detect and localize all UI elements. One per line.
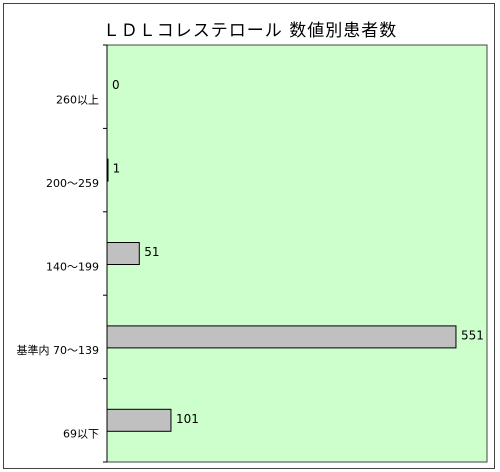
data-label: 0 bbox=[112, 78, 120, 92]
data-label: 1 bbox=[113, 162, 121, 176]
category-label: 260以上 bbox=[56, 94, 99, 107]
category-label: 140～199 bbox=[46, 261, 99, 274]
value-labels: 0 1 51 551 101 bbox=[112, 78, 484, 426]
category-label: 200～259 bbox=[46, 177, 99, 190]
bar bbox=[106, 242, 140, 265]
bar bbox=[106, 325, 457, 349]
category-label: 基準内 70～139 bbox=[17, 343, 100, 357]
data-label: 51 bbox=[144, 245, 159, 259]
chart-title: ＬＤＬコレステロール 数値別患者数 bbox=[102, 21, 398, 41]
category-labels: 260以上 200～259 140～199 基準内 70～139 69以下 bbox=[17, 94, 100, 441]
plot-area bbox=[106, 44, 488, 463]
category-label: 69以下 bbox=[63, 427, 99, 440]
data-label: 551 bbox=[461, 328, 484, 342]
bar bbox=[106, 408, 172, 432]
data-label: 101 bbox=[176, 412, 199, 426]
axis-ticks bbox=[103, 44, 107, 463]
